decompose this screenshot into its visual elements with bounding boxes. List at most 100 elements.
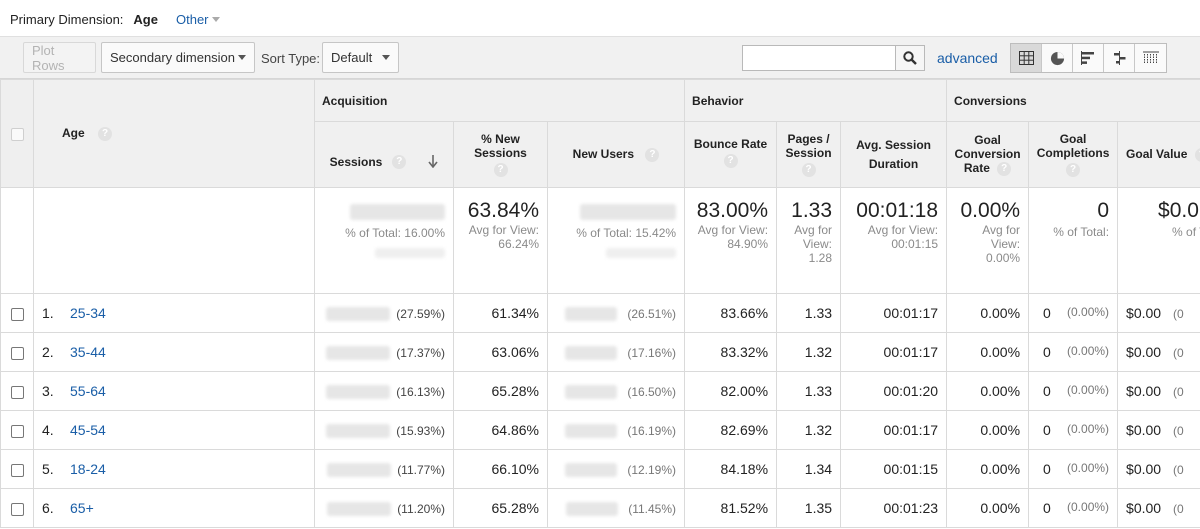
- row-goal-value-value: $0.00: [1126, 461, 1162, 477]
- row-pct-new-sessions: 65.28%: [453, 488, 548, 528]
- row-goal-conversion-rate: 0.00%: [946, 449, 1030, 489]
- totals-goal-conversion-rate: 0.00% Avg for View: 0.00%: [946, 187, 1030, 294]
- help-icon[interactable]: ?: [801, 163, 816, 177]
- row-dimension-cell: 2. 35-44: [33, 332, 315, 372]
- totals-avg-session-duration-sub: Avg for View: 00:01:15: [867, 223, 939, 251]
- row-goal-conversion-rate: 0.00%: [946, 332, 1030, 372]
- totals-bounce-rate-sub: Avg for View: 84.90%: [697, 223, 769, 251]
- help-icon[interactable]: ?: [645, 147, 660, 162]
- pages-session-column-header[interactable]: Pages / Session ?: [776, 121, 842, 188]
- search-button[interactable]: [895, 45, 925, 71]
- row-checkbox[interactable]: [10, 307, 24, 321]
- primary-dimension-bar: Primary Dimension: Age Other: [10, 11, 220, 27]
- row-bounce-rate: 83.32%: [684, 332, 778, 372]
- age-column-header[interactable]: Age ?: [33, 79, 315, 188]
- row-checkbox[interactable]: [10, 463, 24, 477]
- goal-completions-header-label: Goal Completions: [1036, 132, 1110, 160]
- redacted-value: [326, 424, 391, 439]
- row-pct-new-sessions: 66.10%: [453, 449, 548, 489]
- totals-goal-value-sub: % of To: [1172, 225, 1200, 239]
- table-row: 6. 65+ (11.20%) 65.28% (11.45%) 81.52% 1.…: [0, 488, 1200, 528]
- row-avg-session-duration: 00:01:23: [840, 488, 948, 528]
- age-link[interactable]: 65+: [70, 500, 94, 516]
- goal-value-column-header[interactable]: Goal Value ?: [1117, 121, 1200, 188]
- select-all-checkbox[interactable]: [10, 127, 24, 141]
- row-check-cell: [0, 371, 34, 411]
- row-pages-session: 1.32: [776, 410, 842, 450]
- performance-view-button[interactable]: [1073, 44, 1104, 72]
- help-icon[interactable]: ?: [98, 126, 113, 141]
- sessions-column-header[interactable]: Sessions ?: [314, 121, 454, 188]
- row-bounce-rate: 83.66%: [684, 293, 778, 333]
- help-icon[interactable]: ?: [1194, 147, 1200, 162]
- search-icon: [903, 51, 917, 65]
- goal-completions-column-header[interactable]: Goal Completions ?: [1028, 121, 1119, 188]
- row-goal-value: $0.00 (0: [1117, 449, 1200, 489]
- redacted-value: [327, 502, 392, 517]
- row-avg-session-duration: 00:01:15: [840, 449, 948, 489]
- row-goal-conversion-rate: 0.00%: [946, 410, 1030, 450]
- row-sessions: (27.59%): [314, 293, 454, 333]
- age-link[interactable]: 55-64: [70, 383, 106, 399]
- other-label[interactable]: Other: [175, 11, 209, 27]
- row-goal-value-pct: (0: [1172, 424, 1184, 438]
- help-icon[interactable]: ?: [1066, 163, 1081, 177]
- row-checkbox[interactable]: [10, 346, 24, 360]
- row-sessions: (11.77%): [314, 449, 454, 489]
- redacted-value: [580, 204, 677, 221]
- search-input[interactable]: [742, 45, 896, 71]
- totals-pages-session-value: 1.33: [791, 199, 833, 222]
- row-pages-session: 1.32: [776, 332, 842, 372]
- pivot-view-button[interactable]: [1135, 44, 1166, 72]
- row-goal-completions: 0 (0.00%): [1028, 371, 1119, 411]
- comparison-view-icon: [1113, 51, 1125, 65]
- plot-rows-button[interactable]: Plot Rows: [23, 42, 96, 73]
- avg-session-duration-column-header[interactable]: Avg. Session Duration: [840, 121, 948, 188]
- row-checkbox[interactable]: [10, 424, 24, 438]
- new-users-column-header[interactable]: New Users ?: [546, 121, 686, 188]
- sort-type-label: Sort Type:: [261, 51, 321, 66]
- row-number: 4.: [42, 422, 54, 438]
- row-number: 5.: [42, 461, 54, 477]
- row-new-users: (16.50%): [546, 371, 686, 411]
- pct-new-sessions-column-header[interactable]: % New Sessions ?: [453, 121, 548, 188]
- age-link[interactable]: 18-24: [70, 461, 106, 477]
- primary-dimension-other[interactable]: Other: [176, 12, 220, 27]
- age-link[interactable]: 35-44: [70, 344, 106, 360]
- bounce-rate-column-header[interactable]: Bounce Rate ?: [684, 121, 778, 188]
- row-sessions: (15.93%): [314, 410, 454, 450]
- row-bounce-rate: 82.00%: [684, 371, 778, 411]
- advanced-filter-link[interactable]: advanced: [937, 50, 998, 66]
- comparison-view-button[interactable]: [1104, 44, 1135, 72]
- secondary-dimension-dropdown[interactable]: Secondary dimension: [101, 42, 255, 73]
- pie-view-button[interactable]: [1042, 44, 1073, 72]
- row-check-cell: [0, 410, 34, 450]
- table-view-button[interactable]: [1011, 44, 1042, 72]
- pages-session-header-label: Pages / Session: [785, 132, 832, 160]
- age-link[interactable]: 25-34: [70, 305, 106, 321]
- redacted-value: [606, 247, 677, 258]
- sort-descending-icon[interactable]: [428, 155, 438, 168]
- row-number: 2.: [42, 344, 54, 360]
- help-icon[interactable]: ?: [493, 163, 508, 177]
- row-avg-session-duration: 00:01:17: [840, 410, 948, 450]
- row-check-cell: [0, 449, 34, 489]
- help-icon[interactable]: ?: [723, 154, 738, 168]
- totals-new-users: % of Total: 15.42%: [546, 187, 686, 294]
- row-checkbox[interactable]: [10, 502, 24, 516]
- primary-dimension-age[interactable]: Age: [133, 11, 158, 27]
- goal-conversion-rate-column-header[interactable]: Goal Conversion Rate ?: [946, 121, 1030, 188]
- row-checkbox[interactable]: [10, 385, 24, 399]
- row-goal-value-pct: (0: [1172, 385, 1184, 399]
- row-pct-new-sessions: 61.34%: [453, 293, 548, 333]
- row-pages-session: 1.35: [776, 488, 842, 528]
- totals-goal-completions-value: 0: [1097, 199, 1110, 222]
- age-link[interactable]: 45-54: [70, 422, 106, 438]
- row-check-cell: [0, 293, 34, 333]
- sort-type-dropdown[interactable]: Default: [322, 42, 399, 73]
- totals-sessions: % of Total: 16.00%: [314, 187, 454, 294]
- behavior-group-header: Behavior: [684, 79, 948, 122]
- help-icon[interactable]: ?: [997, 161, 1012, 176]
- help-icon[interactable]: ?: [392, 154, 407, 169]
- acquisition-group-header: Acquisition: [313, 79, 686, 122]
